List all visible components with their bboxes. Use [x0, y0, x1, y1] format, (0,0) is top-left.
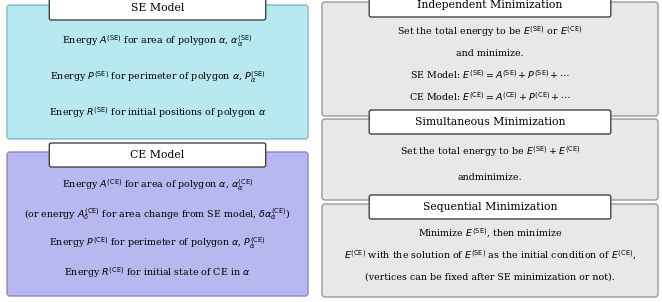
FancyBboxPatch shape	[7, 152, 308, 296]
FancyBboxPatch shape	[49, 143, 265, 167]
Text: Simultaneous Minimization: Simultaneous Minimization	[415, 117, 565, 127]
Text: CE Model: $E^{\mathrm{(CE)}} = A^{\mathrm{(CE)}} + P^{\mathrm{(CE)}} +\cdots$: CE Model: $E^{\mathrm{(CE)}} = A^{\mathr…	[409, 90, 571, 103]
FancyBboxPatch shape	[369, 110, 611, 134]
FancyBboxPatch shape	[369, 195, 611, 219]
Text: CE Model: CE Model	[130, 150, 185, 160]
Text: $E^{\mathrm{(CE)}}$ with the solution of $E^{\mathrm{(SE)}}$ as the initial cond: $E^{\mathrm{(CE)}}$ with the solution of…	[344, 249, 636, 262]
Text: Energy $R^{\mathrm{(SE)}}$ for initial positions of polygon $\alpha$: Energy $R^{\mathrm{(SE)}}$ for initial p…	[49, 105, 266, 120]
Text: Energy $A^{\mathrm{(CE)}}$ for area of polygon $\alpha$, $\alpha_{\alpha}^{\math: Energy $A^{\mathrm{(CE)}}$ for area of p…	[62, 178, 253, 193]
Text: Energy $P^{\mathrm{(SE)}}$ for perimeter of polygon $\alpha$, $P_{\alpha}^{\math: Energy $P^{\mathrm{(SE)}}$ for perimeter…	[50, 69, 265, 85]
Text: Set the total energy to be $E^{\mathrm{(SE)}} + E^{\mathrm{(CE)}}$: Set the total energy to be $E^{\mathrm{(…	[400, 144, 581, 159]
Text: Energy $A^{\mathrm{(SE)}}$ for area of polygon $\alpha$, $\alpha_{\alpha}^{\math: Energy $A^{\mathrm{(SE)}}$ for area of p…	[62, 34, 253, 49]
Text: SE Model: $E^{\mathrm{(SE)}} = A^{\mathrm{(SE)}} + P^{\mathrm{(SE)}} +\cdots$: SE Model: $E^{\mathrm{(SE)}} = A^{\mathr…	[410, 69, 570, 81]
Text: SE Model: SE Model	[131, 3, 184, 13]
FancyBboxPatch shape	[49, 0, 265, 20]
Text: Independent Minimization: Independent Minimization	[417, 0, 563, 10]
Text: (or energy $A_{\delta}^{\mathrm{(CE)}}$ for area change from SE model, $\delta\a: (or energy $A_{\delta}^{\mathrm{(CE)}}$ …	[24, 207, 291, 223]
Text: Sequential Minimization: Sequential Minimization	[423, 202, 557, 212]
Text: Energy $P^{\mathrm{(CE)}}$ for perimeter of polygon $\alpha$, $P_{\alpha}^{\math: Energy $P^{\mathrm{(CE)}}$ for perimeter…	[49, 236, 266, 251]
Text: Minimize $E^{\mathrm{(SE)}}$, then minimize: Minimize $E^{\mathrm{(SE)}}$, then minim…	[418, 227, 562, 240]
Text: Energy $R^{\mathrm{(CE)}}$ for initial state of CE in $\alpha$: Energy $R^{\mathrm{(CE)}}$ for initial s…	[64, 265, 251, 280]
FancyBboxPatch shape	[7, 5, 308, 139]
FancyBboxPatch shape	[322, 2, 658, 116]
Text: Set the total energy to be $E^{\mathrm{(SE)}}$ or $E^{\mathrm{(CE)}}$: Set the total energy to be $E^{\mathrm{(…	[397, 24, 583, 39]
Text: andminimize.: andminimize.	[457, 173, 522, 182]
FancyBboxPatch shape	[369, 0, 611, 17]
Text: and minimize.: and minimize.	[456, 49, 524, 58]
FancyBboxPatch shape	[322, 204, 658, 297]
Text: (vertices can be fixed after SE minimization or not).: (vertices can be fixed after SE minimiza…	[365, 273, 615, 282]
FancyBboxPatch shape	[322, 119, 658, 200]
